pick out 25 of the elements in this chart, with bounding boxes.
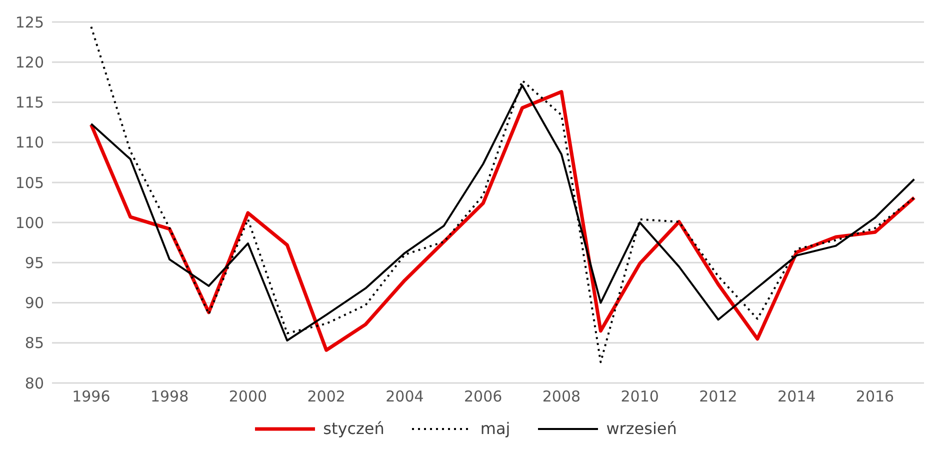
y-tick-label: 120 <box>15 53 44 72</box>
x-tick-label: 2002 <box>307 388 346 406</box>
x-tick-label: 1998 <box>150 388 189 406</box>
y-tick-label: 85 <box>24 334 44 352</box>
x-tick-label: 2004 <box>386 388 424 406</box>
x-tick-label: 2012 <box>699 388 738 406</box>
line-series <box>90 26 916 364</box>
legend-label: maj <box>480 419 510 438</box>
y-tick-label: 100 <box>15 214 44 232</box>
y-tick-label: 95 <box>24 254 44 272</box>
y-tick-label: 90 <box>24 294 44 312</box>
x-tick-label: 2000 <box>228 388 268 406</box>
x-tick-label: 2010 <box>620 388 659 406</box>
x-tick-label: 2014 <box>778 388 816 406</box>
y-tick-label: 80 <box>24 374 44 392</box>
y-tick-label: 115 <box>15 94 44 112</box>
x-tick-label: 2006 <box>464 388 502 406</box>
x-tick-label: 2016 <box>856 388 894 406</box>
x-tick-label: 2008 <box>542 388 581 406</box>
y-tick-label: 105 <box>15 174 44 192</box>
legend-label: wrzesień <box>606 419 677 438</box>
legend-label: styczeń <box>323 419 384 438</box>
x-tick-label: 1996 <box>72 388 110 406</box>
y-tick-label: 125 <box>15 13 44 32</box>
y-tick-label: 110 <box>15 134 44 152</box>
